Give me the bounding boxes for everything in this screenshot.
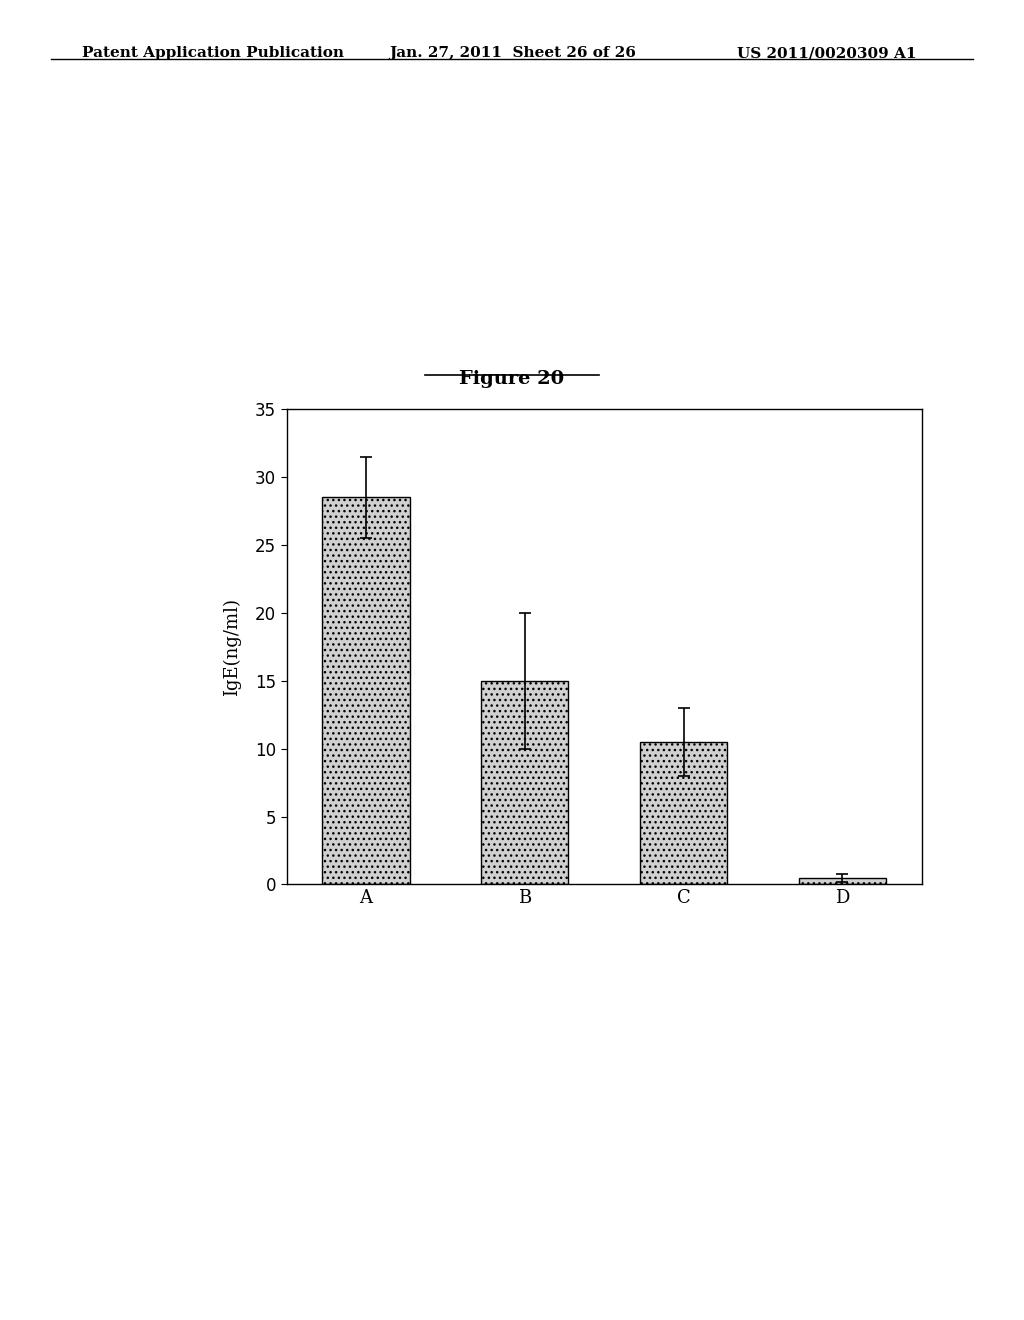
Bar [481,681,568,884]
Bar [323,498,410,884]
Y-axis label: IgE(ng/ml): IgE(ng/ml) [223,598,242,696]
Text: US 2011/0020309 A1: US 2011/0020309 A1 [737,46,916,61]
Text: Patent Application Publication: Patent Application Publication [82,46,344,61]
Bar [799,878,886,884]
Text: Jan. 27, 2011  Sheet 26 of 26: Jan. 27, 2011 Sheet 26 of 26 [389,46,636,61]
Text: Figure 20: Figure 20 [460,370,564,388]
Bar [640,742,727,884]
